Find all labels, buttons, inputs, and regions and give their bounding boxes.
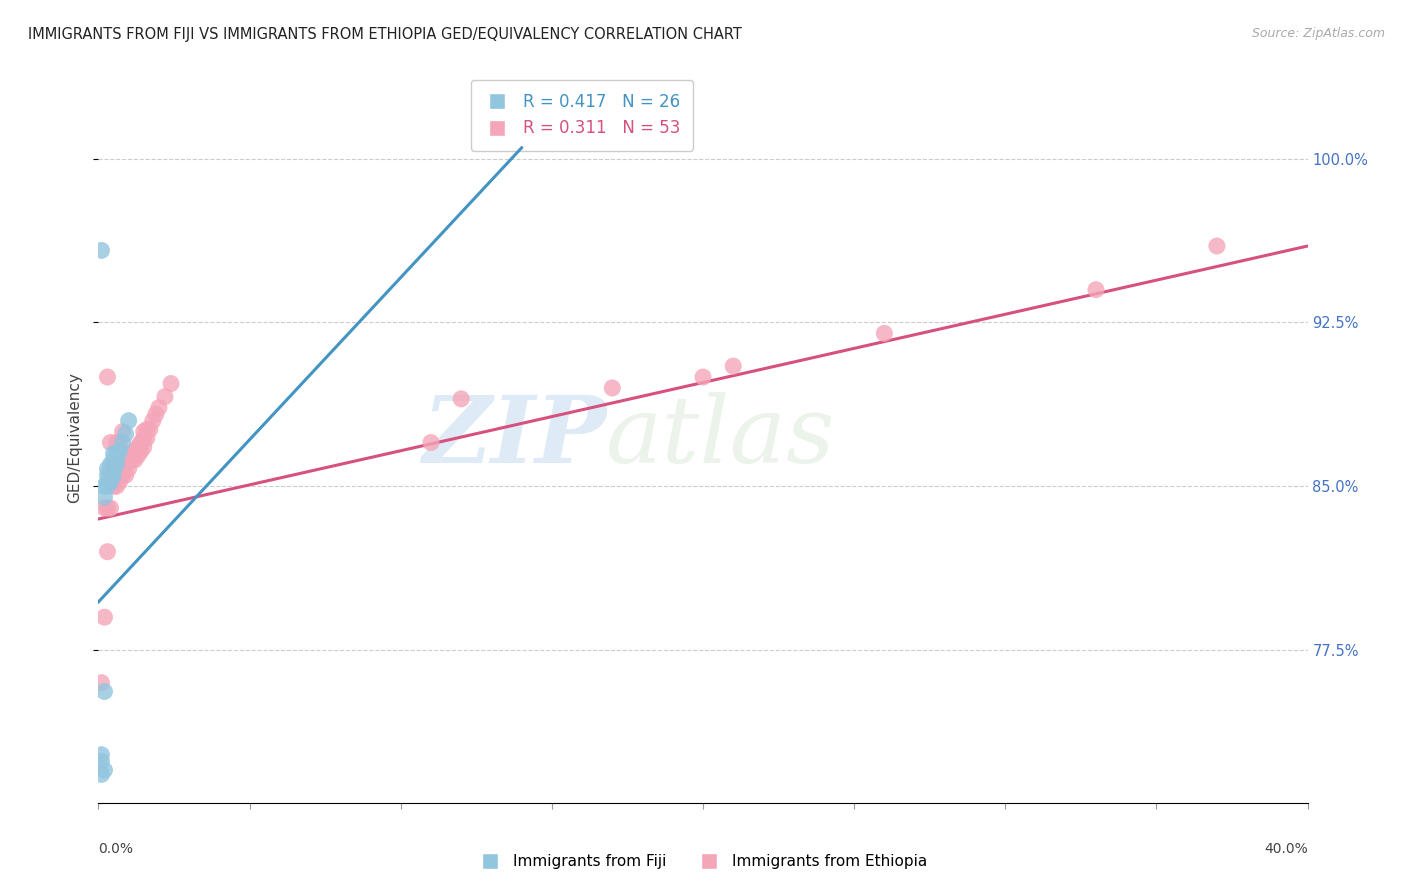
Point <box>96 479 118 493</box>
Point <box>96 461 118 475</box>
Point <box>1206 239 1229 253</box>
Text: ZIP: ZIP <box>422 392 606 482</box>
Point <box>692 370 714 384</box>
Point <box>90 675 112 690</box>
Point <box>96 545 118 559</box>
Point <box>105 453 128 467</box>
Point <box>93 490 115 504</box>
Point <box>100 501 122 516</box>
Point <box>873 326 896 341</box>
Point <box>111 458 134 472</box>
Point <box>93 501 115 516</box>
Point <box>135 431 157 445</box>
Point <box>108 468 131 483</box>
Point <box>105 479 128 493</box>
Text: Source: ZipAtlas.com: Source: ZipAtlas.com <box>1251 27 1385 40</box>
Point <box>139 422 162 436</box>
Point <box>129 444 152 458</box>
Point <box>450 392 472 406</box>
Point <box>124 453 146 467</box>
Point <box>103 446 125 460</box>
Point <box>93 763 115 777</box>
Point <box>105 468 128 483</box>
Point <box>114 426 136 441</box>
Point <box>93 610 115 624</box>
Point <box>103 461 125 475</box>
Point <box>93 479 115 493</box>
Point <box>103 453 125 467</box>
Point <box>118 461 141 475</box>
Point <box>114 458 136 472</box>
Point <box>420 435 443 450</box>
Point <box>118 446 141 460</box>
Point <box>114 453 136 467</box>
Point <box>103 468 125 483</box>
Point <box>127 449 149 463</box>
Point <box>111 435 134 450</box>
Point <box>93 684 115 698</box>
Point <box>148 401 170 415</box>
Point <box>124 444 146 458</box>
Point <box>114 468 136 483</box>
Point <box>108 444 131 458</box>
Legend: R = 0.417   N = 26, R = 0.311   N = 53: R = 0.417 N = 26, R = 0.311 N = 53 <box>471 79 693 151</box>
Point <box>96 468 118 483</box>
Point <box>1085 283 1108 297</box>
Point <box>108 475 131 489</box>
Point <box>108 435 131 450</box>
Text: 40.0%: 40.0% <box>1264 842 1308 856</box>
Point <box>100 458 122 472</box>
Point <box>90 747 112 762</box>
Point <box>90 767 112 781</box>
Point <box>103 468 125 483</box>
Point <box>160 376 183 391</box>
Text: IMMIGRANTS FROM FIJI VS IMMIGRANTS FROM ETHIOPIA GED/EQUIVALENCY CORRELATION CHA: IMMIGRANTS FROM FIJI VS IMMIGRANTS FROM … <box>28 27 742 42</box>
Point <box>105 435 128 450</box>
Point <box>100 475 122 489</box>
Point <box>723 359 745 373</box>
Point <box>90 244 112 258</box>
Point <box>118 453 141 467</box>
Point <box>602 381 624 395</box>
Text: atlas: atlas <box>606 392 835 482</box>
Point <box>118 414 141 428</box>
Point <box>105 458 128 472</box>
Point <box>103 458 125 472</box>
Point <box>132 440 155 454</box>
Point <box>96 501 118 516</box>
Point <box>96 370 118 384</box>
Point <box>127 440 149 454</box>
Point <box>111 425 134 439</box>
Y-axis label: GED/Equivalency: GED/Equivalency <box>67 372 83 502</box>
Point <box>135 422 157 436</box>
Point <box>90 754 112 768</box>
Point <box>153 390 176 404</box>
Point <box>132 431 155 445</box>
Point <box>105 446 128 460</box>
Point <box>132 425 155 439</box>
Text: 0.0%: 0.0% <box>98 842 134 856</box>
Point <box>100 435 122 450</box>
Point <box>111 468 134 483</box>
Point <box>121 453 143 467</box>
Legend: Immigrants from Fiji, Immigrants from Ethiopia: Immigrants from Fiji, Immigrants from Et… <box>472 848 934 875</box>
Point <box>142 414 165 428</box>
Point <box>145 407 167 421</box>
Point <box>121 446 143 460</box>
Point <box>103 479 125 493</box>
Point <box>129 435 152 450</box>
Point <box>96 475 118 489</box>
Point <box>100 468 122 483</box>
